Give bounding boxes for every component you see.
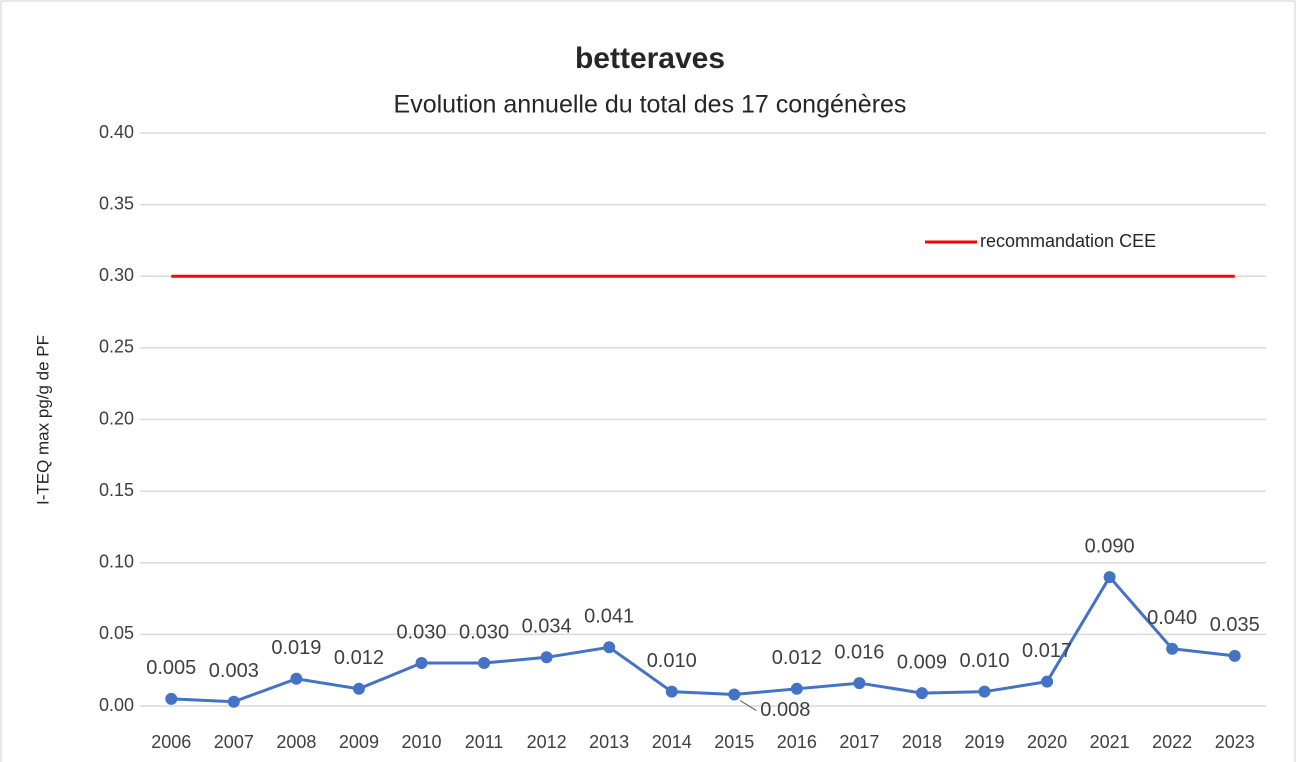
data-label: 0.010 (959, 650, 1009, 672)
y-tick-label: 0.00 (99, 695, 134, 715)
y-tick-label: 0.25 (99, 337, 134, 357)
y-tick-label: 0.15 (99, 480, 134, 500)
data-point (978, 685, 991, 698)
data-label: 0.034 (522, 616, 572, 638)
y-tick-label: 0.30 (99, 265, 134, 285)
data-point (540, 651, 553, 664)
y-tick-label: 0.40 (99, 122, 134, 142)
data-label: 0.030 (459, 621, 509, 643)
data-label: 0.003 (209, 660, 259, 682)
data-point (853, 677, 866, 690)
data-point (165, 692, 178, 705)
x-tick-label: 2021 (1090, 732, 1130, 752)
data-point (1103, 571, 1116, 584)
data-label: 0.008 (760, 699, 810, 721)
data-label: 0.041 (584, 606, 634, 628)
data-point (603, 641, 616, 654)
series-line (171, 574, 1235, 704)
x-tick-label: 2020 (1027, 732, 1067, 752)
data-point (728, 688, 741, 701)
y-tick-label: 0.05 (99, 623, 134, 643)
y-axis-label: I-TEQ max pg/g de PF (33, 335, 52, 505)
y-tick-label: 0.10 (99, 552, 134, 572)
x-tick-label: 2010 (401, 732, 441, 752)
data-point (1166, 642, 1179, 655)
x-tick-label: 2022 (1152, 732, 1192, 752)
data-label: 0.040 (1147, 607, 1197, 629)
chart-title: betteraves (575, 42, 725, 75)
data-point (415, 657, 428, 670)
data-point (227, 695, 240, 708)
x-tick-label: 2018 (902, 732, 942, 752)
x-tick-label: 2015 (714, 732, 754, 752)
data-point (665, 685, 678, 698)
data-label: 0.012 (772, 647, 822, 669)
data-point (1041, 675, 1054, 688)
leader-line (740, 700, 757, 711)
x-tick-label: 2013 (589, 732, 629, 752)
x-tick-label: 2011 (465, 732, 504, 752)
data-label: 0.010 (647, 650, 697, 672)
data-point (352, 682, 365, 695)
data-point (915, 687, 928, 700)
data-label: 0.035 (1210, 614, 1260, 636)
x-tick-label: 2012 (527, 732, 567, 752)
x-tick-label: 2006 (151, 732, 191, 752)
x-tick-label: 2023 (1215, 732, 1255, 752)
x-tick-label: 2008 (276, 732, 316, 752)
data-label: 0.090 (1085, 535, 1135, 557)
data-label: 0.009 (897, 651, 947, 673)
data-label: 0.017 (1022, 640, 1072, 662)
x-tick-label: 2017 (839, 732, 879, 752)
x-tick-label: 2009 (339, 732, 379, 752)
data-point (1228, 649, 1241, 662)
y-tick-label: 0.35 (99, 193, 134, 213)
data-point (290, 672, 303, 685)
x-tick-label: 2016 (777, 732, 817, 752)
data-point (790, 682, 803, 695)
data-label: 0.016 (834, 641, 884, 663)
x-tick-label: 2014 (652, 732, 692, 752)
chart-subtitle: Evolution annuelle du total des 17 congé… (394, 91, 907, 119)
data-point (478, 657, 491, 670)
data-label: 0.012 (334, 647, 384, 669)
y-tick-label: 0.20 (99, 408, 134, 428)
data-label: 0.019 (271, 637, 321, 659)
legend-label: recommandation CEE (980, 231, 1156, 251)
data-label: 0.005 (146, 657, 196, 679)
data-label: 0.030 (396, 621, 446, 643)
x-tick-label: 2019 (964, 732, 1004, 752)
x-tick-label: 2007 (214, 732, 254, 752)
